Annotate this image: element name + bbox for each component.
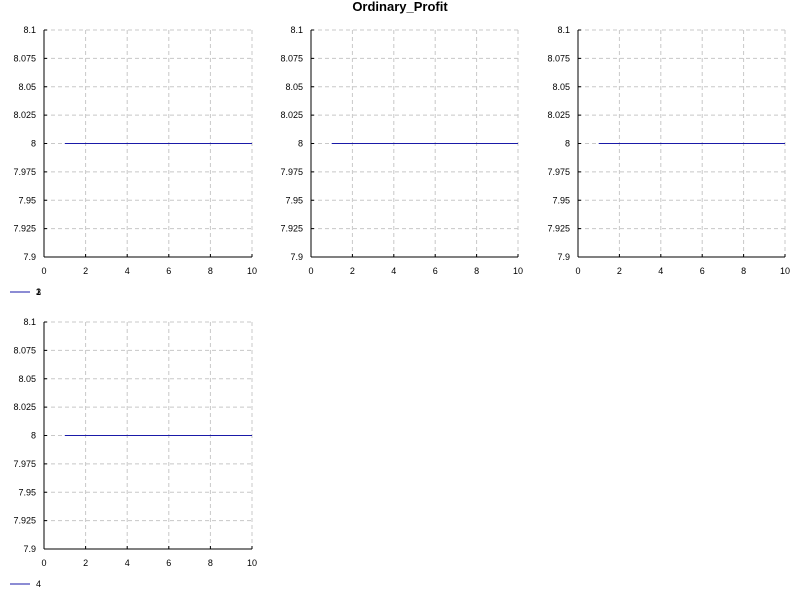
y-tick-label: 8.1 xyxy=(23,25,36,35)
x-tick-label: 10 xyxy=(513,266,523,276)
x-tick-label: 6 xyxy=(166,266,171,276)
x-tick-label: 4 xyxy=(658,266,663,276)
y-tick-label: 8 xyxy=(298,139,303,149)
subplot-3: 7.9 7.925 7.95 7.975 8 8.025 8.05 8.075 8.1 0 2 4 6 8… xyxy=(10,25,790,297)
y-tick-label: 7.925 xyxy=(280,224,303,234)
x-tick-label: 10 xyxy=(247,558,257,568)
y-tick-label: 7.95 xyxy=(18,195,36,205)
legend-label: 2 xyxy=(36,287,41,297)
x-tick-label: 6 xyxy=(166,558,171,568)
subplot-1: 7.9 7.925 7.95 7.975 8 8.025 8.05 8.075 8.1 0 2 4 6 8… xyxy=(10,25,257,297)
y-tick-label: 8 xyxy=(31,139,36,149)
y-tick-label: 7.975 xyxy=(280,167,303,177)
y-tick-label: 7.975 xyxy=(13,459,36,469)
y-tick-label: 8.025 xyxy=(547,110,570,120)
x-tick-label: 0 xyxy=(308,266,313,276)
x-tick-label: 2 xyxy=(350,266,355,276)
y-tick-label: 8.05 xyxy=(552,82,570,92)
y-tick-label: 7.925 xyxy=(13,516,36,526)
y-tick-label: 8.075 xyxy=(13,53,36,63)
x-tick-label: 4 xyxy=(125,558,130,568)
x-tick-label: 10 xyxy=(247,266,257,276)
y-tick-label: 7.925 xyxy=(13,224,36,234)
y-tick-label: 8.05 xyxy=(18,374,36,384)
y-tick-label: 8.075 xyxy=(280,53,303,63)
x-tick-label: 0 xyxy=(41,266,46,276)
y-tick-label: 8.075 xyxy=(13,345,36,355)
x-tick-label: 2 xyxy=(617,266,622,276)
y-tick-label: 7.925 xyxy=(547,224,570,234)
x-tick-label: 8 xyxy=(208,266,213,276)
legend-label: 4 xyxy=(36,579,41,589)
x-tick-label: 2 xyxy=(83,266,88,276)
y-tick-label: 8.025 xyxy=(13,402,36,412)
y-tick-label: 8.025 xyxy=(13,110,36,120)
y-tick-label: 8 xyxy=(565,139,570,149)
y-tick-label: 8.05 xyxy=(18,82,36,92)
y-tick-label: 7.9 xyxy=(557,252,570,262)
y-tick-label: 7.95 xyxy=(18,487,36,497)
x-tick-label: 6 xyxy=(433,266,438,276)
y-tick-label: 8.1 xyxy=(290,25,303,35)
y-tick-label: 7.9 xyxy=(23,544,36,554)
x-tick-label: 8 xyxy=(741,266,746,276)
x-tick-label: 10 xyxy=(780,266,790,276)
legend-label: 1 xyxy=(36,287,41,297)
y-tick-label: 8.1 xyxy=(23,317,36,327)
y-tick-label: 7.9 xyxy=(23,252,36,262)
y-tick-label: 8 xyxy=(31,431,36,441)
x-tick-label: 8 xyxy=(474,266,479,276)
y-tick-label: 8.1 xyxy=(557,25,570,35)
x-tick-label: 6 xyxy=(700,266,705,276)
x-tick-label: 0 xyxy=(41,558,46,568)
subplot-4: 7.9 7.925 7.95 7.975 8 8.025 8.05 8.075 8.1 0 2 4 6 8… xyxy=(10,317,257,589)
y-tick-label: 7.975 xyxy=(547,167,570,177)
legend-label: 3 xyxy=(36,287,41,297)
page-title: Ordinary_Profit xyxy=(352,0,448,14)
x-tick-label: 4 xyxy=(125,266,130,276)
x-tick-label: 8 xyxy=(208,558,213,568)
x-tick-label: 4 xyxy=(391,266,396,276)
subplot-2: 7.9 7.925 7.95 7.975 8 8.025 8.05 8.075 8.1 0 2 4 6 8… xyxy=(10,25,523,297)
y-tick-label: 8.05 xyxy=(285,82,303,92)
y-tick-label: 7.95 xyxy=(285,195,303,205)
y-tick-label: 7.975 xyxy=(13,167,36,177)
y-tick-label: 8.025 xyxy=(280,110,303,120)
y-tick-label: 7.95 xyxy=(552,195,570,205)
y-tick-label: 7.9 xyxy=(290,252,303,262)
x-tick-label: 0 xyxy=(575,266,580,276)
x-tick-label: 2 xyxy=(83,558,88,568)
y-tick-label: 8.075 xyxy=(547,53,570,63)
